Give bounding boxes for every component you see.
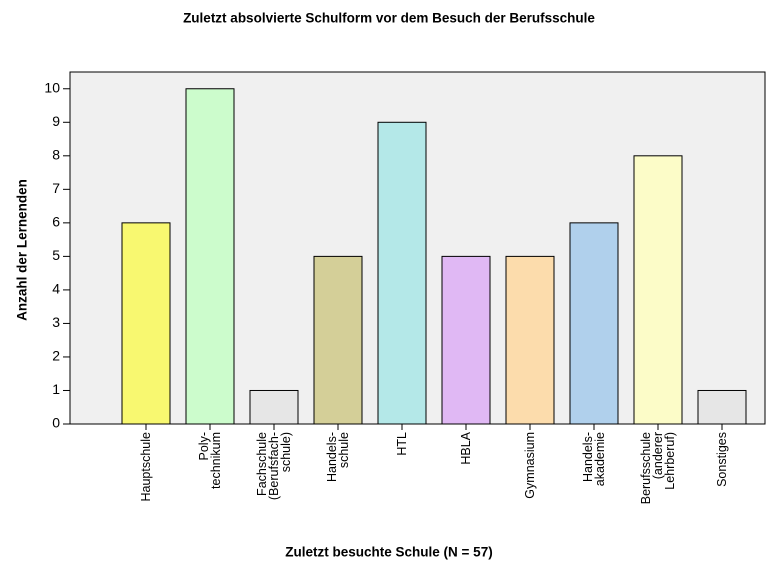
y-tick-label: 10 bbox=[44, 79, 60, 95]
y-tick-label: 7 bbox=[52, 180, 60, 196]
y-tick-label: 3 bbox=[52, 314, 60, 330]
x-tick-label: Poly- technikum bbox=[197, 432, 223, 489]
bar bbox=[633, 155, 683, 425]
y-tick-label: 5 bbox=[52, 247, 60, 263]
x-tick-label: Berufsschule (anderer Lehrberuf) bbox=[639, 432, 677, 505]
y-axis-title: Anzahl der Lernenden bbox=[15, 179, 30, 321]
bar bbox=[697, 389, 747, 425]
chart-title: Zuletzt absolvierte Schulform vor dem Be… bbox=[183, 11, 595, 26]
y-tick-label: 6 bbox=[52, 214, 60, 230]
bar bbox=[569, 222, 619, 425]
y-tick-label: 4 bbox=[52, 281, 60, 297]
x-tick-label: Handels- schule bbox=[325, 432, 351, 483]
x-tick-label: Gymnasium bbox=[523, 432, 537, 499]
bar bbox=[441, 255, 491, 425]
x-tick-label: Handels- akademie bbox=[581, 432, 607, 487]
x-tick-label: Fachschule (Berufsfach- schule) bbox=[255, 432, 293, 501]
x-tick-label: HBLA bbox=[459, 432, 473, 465]
bar bbox=[249, 389, 299, 425]
bar bbox=[185, 88, 235, 425]
bar bbox=[505, 255, 555, 425]
bar bbox=[313, 255, 363, 425]
x-tick-label: Hauptschule bbox=[139, 432, 153, 502]
y-tick-label: 8 bbox=[52, 147, 60, 163]
y-tick-label: 2 bbox=[52, 348, 60, 364]
x-tick-label: HTL bbox=[395, 432, 409, 456]
bar bbox=[121, 222, 171, 425]
x-tick-label: Sonstiges bbox=[715, 432, 729, 487]
x-axis-title: Zuletzt besuchte Schule (N = 57) bbox=[285, 545, 492, 560]
y-tick-label: 0 bbox=[52, 415, 60, 431]
y-tick-label: 9 bbox=[52, 113, 60, 129]
y-tick-label: 1 bbox=[52, 381, 60, 397]
bar bbox=[377, 121, 427, 425]
